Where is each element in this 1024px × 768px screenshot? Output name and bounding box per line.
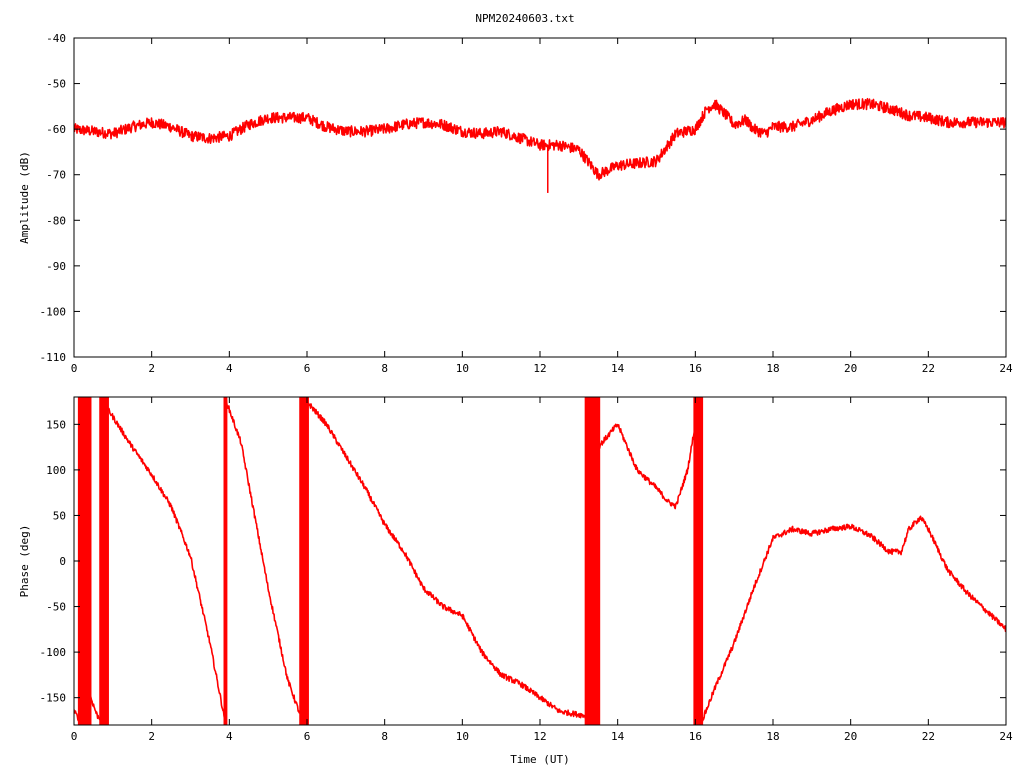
y-tick-label: -90 bbox=[46, 260, 66, 273]
phase-panel: 0 2 4 6 8 10 12 14 16 18 20 22 24-150-100-5005010015… bbox=[18, 396, 1013, 766]
phase-traces bbox=[74, 397, 1006, 725]
phase-wrap-band-2 bbox=[223, 397, 228, 725]
phase-wrap-band-4 bbox=[584, 397, 601, 725]
phase-y-axis-label: Phase (deg) bbox=[18, 525, 31, 598]
chart-title: NPM20240603.txt bbox=[475, 12, 574, 25]
x-tick-label: 0 bbox=[71, 362, 78, 375]
y-tick-label: -80 bbox=[46, 214, 66, 227]
phase-segment-4 bbox=[306, 399, 588, 719]
x-tick-label: 16 bbox=[689, 362, 702, 375]
y-tick-label: -110 bbox=[40, 351, 67, 364]
amplitude-panel: 0 2 4 6 8 10 12 14 16 18 20 22 24-110-100-90-80-70-6… bbox=[18, 32, 1013, 375]
y-tick-label: -50 bbox=[46, 601, 66, 614]
x-tick-label: 20 bbox=[844, 362, 857, 375]
phase-wrap-band-1 bbox=[99, 397, 109, 725]
x-tick-label: 8 bbox=[381, 362, 388, 375]
x-tick-label: 16 bbox=[689, 730, 702, 743]
phase-wrap-band-5 bbox=[693, 397, 704, 725]
phase-wrap-band-0 bbox=[77, 397, 92, 725]
phase-wrap-band-3 bbox=[299, 397, 309, 725]
x-tick-label: 2 bbox=[148, 730, 155, 743]
amplitude-traces bbox=[74, 97, 1006, 193]
y-tick-label: 100 bbox=[46, 464, 66, 477]
x-tick-label: 12 bbox=[533, 730, 546, 743]
phase-x-axis-label: Time (UT) bbox=[510, 753, 570, 766]
x-tick-label: 24 bbox=[999, 730, 1013, 743]
x-tick-label: 6 bbox=[304, 362, 311, 375]
x-tick-label: 4 bbox=[226, 730, 233, 743]
amplitude-y-axis-label: Amplitude (dB) bbox=[18, 151, 31, 244]
y-tick-label: -100 bbox=[40, 305, 67, 318]
x-tick-label: 2 bbox=[148, 362, 155, 375]
phase-segment-5 bbox=[597, 397, 701, 510]
y-tick-label: 0 bbox=[59, 555, 66, 568]
y-tick-label: -50 bbox=[46, 78, 66, 91]
y-tick-label: -100 bbox=[40, 646, 67, 659]
x-tick-label: 22 bbox=[922, 730, 935, 743]
x-tick-label: 24 bbox=[999, 362, 1013, 375]
phase-segment-6 bbox=[700, 515, 1006, 725]
phase-segment-2 bbox=[108, 407, 227, 724]
x-tick-label: 4 bbox=[226, 362, 233, 375]
x-tick-label: 8 bbox=[381, 730, 388, 743]
x-tick-label: 6 bbox=[304, 730, 311, 743]
x-tick-label: 14 bbox=[611, 730, 625, 743]
x-tick-label: 10 bbox=[456, 730, 469, 743]
y-tick-label: 50 bbox=[53, 509, 66, 522]
y-tick-label: -60 bbox=[46, 123, 66, 136]
x-tick-label: 10 bbox=[456, 362, 469, 375]
x-tick-label: 0 bbox=[71, 730, 78, 743]
amplitude-series-line bbox=[74, 97, 1006, 181]
y-tick-label: -70 bbox=[46, 169, 66, 182]
x-tick-label: 18 bbox=[766, 362, 779, 375]
y-tick-label: -40 bbox=[46, 32, 66, 45]
x-tick-label: 12 bbox=[533, 362, 546, 375]
y-tick-label: -150 bbox=[40, 692, 67, 705]
x-tick-label: 14 bbox=[611, 362, 625, 375]
phase-segment-3 bbox=[224, 397, 304, 724]
x-tick-label: 22 bbox=[922, 362, 935, 375]
y-tick-label: 150 bbox=[46, 418, 66, 431]
x-tick-label: 18 bbox=[766, 730, 779, 743]
x-tick-label: 20 bbox=[844, 730, 857, 743]
